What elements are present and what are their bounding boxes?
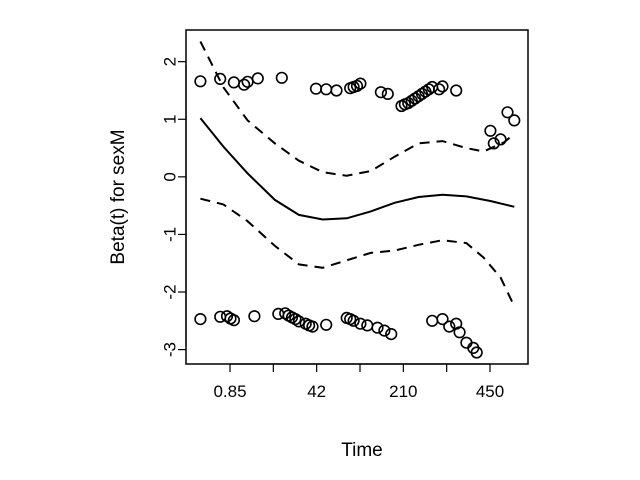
residual-point xyxy=(248,310,261,323)
residual-point xyxy=(450,84,463,97)
residual-point xyxy=(214,72,227,85)
residual-point xyxy=(494,133,507,146)
residual-point xyxy=(354,77,367,90)
residual-point xyxy=(227,314,240,327)
residual-point xyxy=(330,84,343,97)
residual-point xyxy=(354,317,367,330)
residual-point xyxy=(227,76,240,89)
residual-point xyxy=(194,313,207,326)
x-tick-label: 450 xyxy=(476,382,504,401)
residual-point xyxy=(453,326,466,339)
residual-point xyxy=(487,137,500,150)
confidence-band-line xyxy=(199,41,515,177)
residual-point xyxy=(385,328,398,341)
y-tick-label: -3 xyxy=(161,342,180,357)
residual-point xyxy=(320,318,333,331)
residual-point xyxy=(378,324,391,337)
x-tick-label: 42 xyxy=(307,382,326,401)
residual-point xyxy=(251,72,264,85)
residual-points-layer xyxy=(194,71,521,359)
residual-point xyxy=(292,315,306,328)
y-axis: -3 -2 -1 0 1 2 xyxy=(161,57,187,357)
y-tick-label: 1 xyxy=(161,115,180,124)
curves-layer xyxy=(199,41,516,307)
residual-point xyxy=(275,71,288,84)
residual-point xyxy=(436,80,449,93)
y-tick-label: -2 xyxy=(161,284,180,299)
residual-point xyxy=(320,83,333,96)
residual-point xyxy=(381,87,394,100)
y-axis-title: Beta(t) for sexM xyxy=(108,129,129,264)
residual-point xyxy=(238,78,251,91)
residual-point xyxy=(470,346,483,359)
beta-estimate-line xyxy=(199,117,515,221)
x-axis-title: Time xyxy=(341,440,383,461)
x-tick-label: 210 xyxy=(389,382,417,401)
residual-point xyxy=(194,75,207,88)
y-tick-label: 0 xyxy=(161,172,180,181)
residual-point xyxy=(436,313,449,326)
residual-point xyxy=(347,314,360,327)
residual-point xyxy=(484,124,497,137)
residual-point xyxy=(443,320,456,333)
residual-point xyxy=(460,336,473,349)
residual-point xyxy=(306,320,319,333)
residual-point xyxy=(371,321,384,334)
residual-point xyxy=(309,82,323,95)
y-tick-label: -1 xyxy=(161,227,180,242)
residual-point xyxy=(501,106,514,119)
y-tick-label: 2 xyxy=(161,57,180,66)
residual-point xyxy=(508,114,521,127)
residual-point xyxy=(374,86,388,99)
residual-point xyxy=(426,314,439,327)
x-axis: 0.85 42 210 450 xyxy=(213,363,504,401)
residual-point xyxy=(361,319,374,332)
confidence-band-line xyxy=(200,197,516,307)
residual-point xyxy=(433,83,446,96)
x-tick-label: 0.85 xyxy=(213,382,246,401)
